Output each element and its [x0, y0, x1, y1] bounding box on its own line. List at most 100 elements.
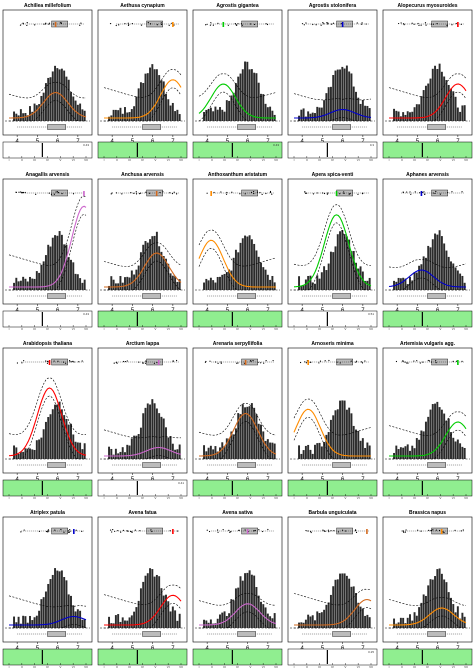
histogram-bar — [325, 434, 328, 459]
histogram-bar — [121, 617, 124, 628]
histogram-bar — [366, 442, 369, 459]
bottom-boxplot — [237, 293, 256, 299]
rug-point — [48, 23, 50, 25]
histogram-bar — [438, 568, 441, 628]
strip-tick-label: VII — [274, 327, 278, 331]
panel: Barbula unguiculata4567IIIIIIIVVVIVII0.2… — [287, 510, 378, 669]
histogram-bar — [126, 276, 129, 290]
histogram-bar — [133, 274, 136, 290]
histogram-bar — [146, 403, 149, 459]
histogram-bar — [126, 112, 129, 121]
rug-point — [26, 24, 28, 27]
histogram-bar — [307, 444, 310, 459]
histogram-bar — [56, 404, 59, 459]
panel-frame — [192, 347, 283, 474]
rug-point — [231, 191, 233, 193]
rug-point — [323, 192, 326, 195]
panel-title: Anthoxanthum aristatum — [208, 172, 268, 178]
strip-tick-label: III — [413, 665, 416, 669]
rug-point — [322, 192, 324, 194]
rug-point — [322, 529, 324, 531]
histogram-bar — [399, 116, 402, 121]
histogram-bar — [463, 447, 466, 459]
rug-point — [451, 191, 453, 193]
histogram-bar — [255, 250, 258, 290]
histogram-bar — [167, 99, 170, 121]
strip-value: 0.51 — [368, 312, 374, 316]
histogram-bar — [445, 420, 448, 459]
rug-point — [253, 190, 255, 193]
strip-tick-label: II — [116, 158, 118, 162]
histogram-bar — [302, 284, 305, 290]
rug-point — [265, 192, 267, 195]
strip-tick-label: IV — [141, 158, 144, 162]
rug-point — [142, 362, 144, 365]
rug-point — [427, 359, 429, 362]
strip-tick-label: II — [306, 496, 308, 500]
histogram-bar — [234, 428, 237, 459]
histogram-bar — [151, 236, 154, 290]
histogram-bar — [418, 265, 421, 290]
strip-tick-label: V — [344, 496, 346, 500]
histogram-bar — [65, 76, 68, 121]
histogram-bar — [329, 86, 332, 121]
histogram-bar — [225, 438, 228, 459]
histogram-bar — [304, 619, 307, 628]
histogram-bar — [169, 105, 172, 121]
histogram-bar — [434, 403, 437, 459]
rug-point — [455, 22, 457, 25]
panel: Aethusa cynapium4567IIIIIIIVVVIVII — [97, 3, 188, 162]
histogram-bar — [438, 63, 441, 121]
rug-point — [428, 360, 431, 362]
indicator-strip — [382, 648, 473, 666]
rug-point — [176, 193, 178, 195]
bottom-boxplot — [142, 293, 161, 299]
histogram-bar — [162, 81, 165, 121]
histogram-bar — [452, 437, 455, 459]
histogram-bar — [332, 252, 335, 290]
histogram-bar — [176, 281, 179, 290]
histogram-bar — [248, 570, 251, 628]
histogram-bar — [257, 256, 260, 290]
histogram-bar — [56, 570, 59, 628]
strip-tick-label: VI — [72, 327, 75, 331]
rug-point — [252, 359, 254, 362]
rug-point — [220, 362, 222, 364]
strip-tick-label: II — [21, 665, 23, 669]
histogram-bar — [83, 110, 86, 121]
panel-title: Aphanes arvensis — [406, 172, 449, 178]
rug-point — [79, 24, 81, 27]
histogram-bar — [434, 233, 437, 290]
histogram-bar — [357, 268, 360, 290]
histogram-bar — [165, 94, 167, 121]
histogram-bar — [359, 440, 362, 459]
histogram-bar — [269, 106, 272, 121]
panel-title: Aethusa cynapium — [120, 3, 165, 9]
histogram-bar — [262, 267, 265, 290]
histogram-bar — [40, 437, 43, 459]
histogram-bar — [413, 612, 416, 628]
histogram-bar — [56, 68, 59, 121]
rug-point — [205, 360, 207, 363]
rug-point — [131, 22, 133, 25]
histogram-bar — [440, 236, 443, 290]
panel-frame — [192, 178, 283, 305]
strip-tick-label: IV — [426, 327, 429, 331]
histogram-bar — [368, 617, 371, 628]
histogram-bar — [214, 623, 217, 628]
histogram-bar — [221, 274, 224, 290]
histogram-bar — [257, 595, 260, 628]
rug-point — [454, 529, 456, 531]
rug-point — [115, 192, 118, 194]
rug-point — [261, 530, 264, 533]
rug-point — [398, 22, 400, 25]
histogram-bar — [420, 602, 423, 628]
histogram-bar — [165, 594, 167, 628]
indicator-strip — [287, 141, 378, 159]
rug-point — [316, 192, 318, 194]
histogram-bar — [49, 579, 52, 628]
histogram-bar — [155, 69, 158, 121]
strip-tick-label: I — [389, 496, 390, 500]
rug-point — [265, 23, 267, 25]
histogram-bar — [176, 109, 179, 121]
